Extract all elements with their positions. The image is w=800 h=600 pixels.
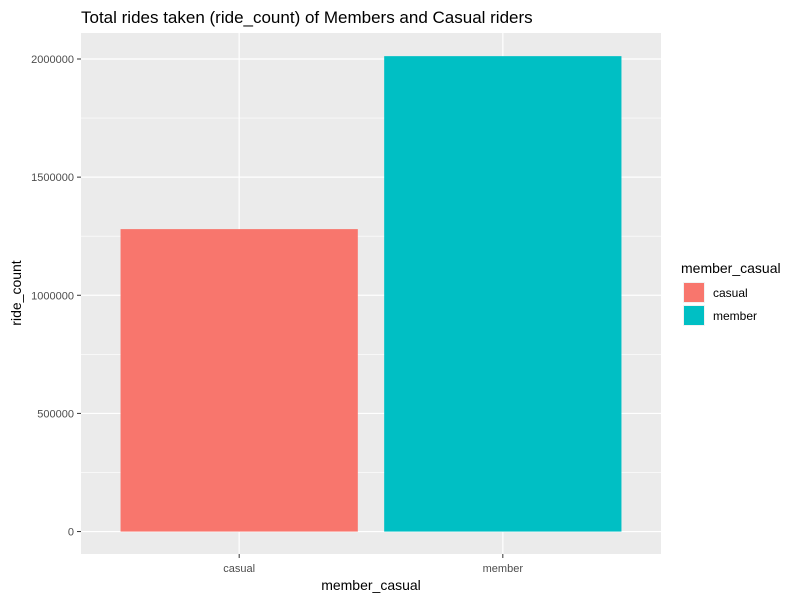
legend-items: casual member xyxy=(683,282,757,326)
legend-label-member: member xyxy=(713,309,757,323)
x-axis-title: member_casual xyxy=(321,577,421,593)
y-tick-label: 500000 xyxy=(37,408,74,420)
y-axis-ticks: 0 500000 1000000 1500000 2000000 xyxy=(31,54,81,539)
y-tick-label: 0 xyxy=(68,527,74,539)
chart-title: Total rides taken (ride_count) of Member… xyxy=(81,8,533,27)
bars xyxy=(120,56,622,532)
legend-swatch-member xyxy=(684,306,704,325)
x-tick-label: casual xyxy=(223,563,255,575)
bar-member xyxy=(384,56,622,532)
legend: member_casual casual member xyxy=(681,260,781,326)
y-axis-title: ride_count xyxy=(8,260,24,325)
x-tick-label: member xyxy=(483,563,524,575)
bar-casual xyxy=(120,229,358,532)
legend-label-casual: casual xyxy=(713,286,748,300)
legend-title: member_casual xyxy=(681,260,781,276)
y-tick-label: 2000000 xyxy=(31,54,74,66)
legend-swatch-casual xyxy=(684,283,704,302)
y-tick-label: 1000000 xyxy=(31,290,74,302)
y-tick-label: 1500000 xyxy=(31,172,74,184)
x-axis-ticks: casual member xyxy=(223,554,523,575)
